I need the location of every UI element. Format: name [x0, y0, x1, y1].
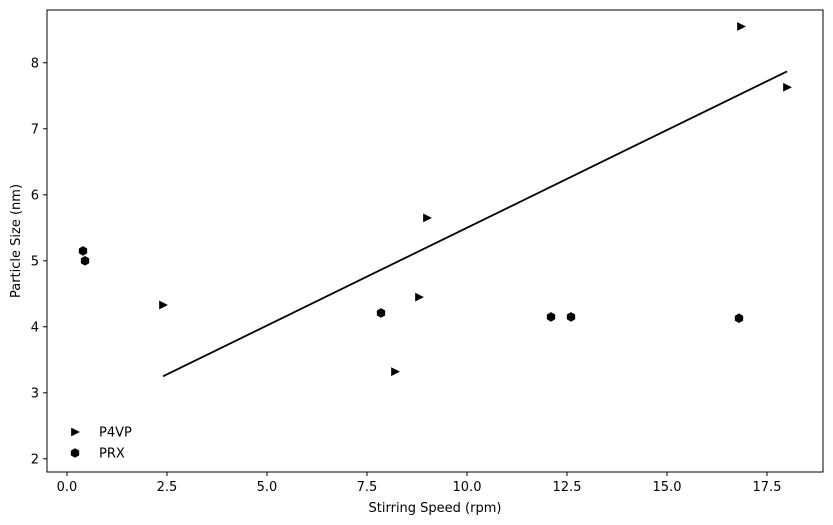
data-point-p4vp	[391, 367, 400, 377]
x-axis: 0.0 2.5 5.0 7.5 10.0 12.5 15.0 17.5	[57, 472, 782, 495]
x-tick-label: 7.5	[357, 480, 378, 495]
data-point-p4vp	[415, 292, 424, 302]
data-point-p4vp	[159, 300, 168, 310]
x-tick-label: 2.5	[157, 480, 178, 495]
data-point-p4vp	[783, 82, 792, 92]
x-tick-label: 17.5	[753, 480, 782, 495]
data-point-prx	[80, 256, 90, 266]
data-point-prx	[566, 312, 576, 322]
y-tick-label: 4	[31, 320, 39, 335]
y-axis-label: Particle Size (nm)	[9, 184, 24, 298]
y-tick-label: 6	[31, 188, 39, 203]
y-tick-label: 5	[31, 254, 39, 269]
series-p4vp	[159, 22, 792, 377]
legend-item-prx: PRX	[70, 447, 125, 462]
x-tick-label: 12.5	[553, 480, 582, 495]
y-axis: 2 3 4 5 6 7 8	[31, 56, 47, 467]
data-point-prx	[734, 313, 744, 324]
data-point-p4vp	[737, 22, 746, 31]
fit-line	[162, 70, 788, 378]
y-tick-label: 8	[31, 56, 39, 71]
y-tick-label: 3	[31, 386, 39, 401]
plot-area	[46, 9, 824, 473]
data-marks	[78, 22, 792, 378]
x-tick-label: 0.0	[57, 480, 78, 495]
x-tick-label: 15.0	[653, 480, 682, 495]
legend-marker-p4vp	[71, 427, 80, 437]
data-point-p4vp	[423, 213, 432, 223]
plot-frame	[46, 9, 824, 473]
legend: P4VP PRX	[70, 426, 132, 462]
y-tick-label: 7	[31, 122, 39, 137]
x-tick-label: 10.0	[453, 480, 482, 495]
data-point-prx	[376, 308, 386, 318]
legend-label-prx: PRX	[99, 447, 125, 462]
y-tick-label: 2	[31, 452, 39, 467]
x-tick-label: 5.0	[257, 480, 278, 495]
series-prx	[78, 246, 744, 324]
legend-label-p4vp: P4VP	[99, 426, 132, 441]
x-axis-label: Stirring Speed (rpm)	[369, 501, 502, 516]
legend-item-p4vp: P4VP	[71, 426, 132, 441]
data-point-prx	[546, 312, 556, 322]
legend-marker-prx	[70, 448, 80, 458]
data-point-prx	[78, 246, 88, 256]
